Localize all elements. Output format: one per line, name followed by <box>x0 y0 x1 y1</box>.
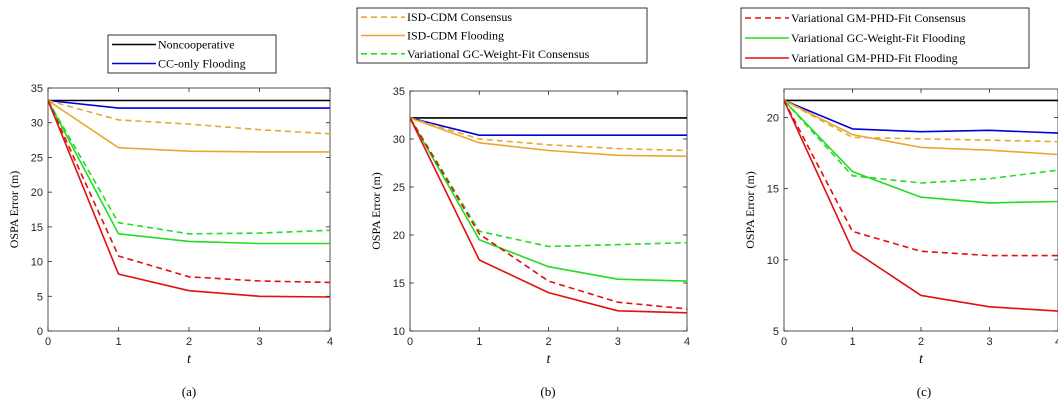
series-line-variational-gc-weight-fit-consensus <box>48 100 330 235</box>
series-line-isd-cdm-consensus <box>48 99 330 135</box>
panel-caption: (b) <box>540 384 555 399</box>
legend-entry-variational-gc-weight-fit-flooding: Variational GC-Weight-Fit Flooding <box>791 31 965 45</box>
series-line-variational-gc-weight-fit-flooding <box>784 99 1058 204</box>
series-line-cc-only-flooding <box>784 99 1058 134</box>
series-line-isd-cdm-flooding <box>784 99 1058 156</box>
series-line-variational-gm-phd-fit-flooding <box>784 100 1058 312</box>
y-tick-label: 10 <box>393 326 405 338</box>
chart-panel-2: 10 15 20 25 30 35 0 1 2 3 4 t OSPA Error (m) ISD-CDM … <box>356 7 690 399</box>
y-tick-label: 15 <box>31 222 43 234</box>
y-tick-label: 20 <box>393 230 405 242</box>
series-line-variational-gm-phd-fit-consensus <box>410 117 687 310</box>
series-line-variational-gc-weight-fit-consensus <box>784 99 1058 184</box>
series-line-variational-gm-phd-fit-flooding <box>48 100 330 298</box>
series-line-variational-gm-phd-fit-consensus <box>784 100 1058 257</box>
y-tick-label: 5 <box>37 291 43 303</box>
legend-entry-variational-gm-phd-fit-consensus: Variational GM-PHD-Fit Consensus <box>791 11 966 25</box>
y-tick-label: 10 <box>31 257 43 269</box>
y-tick-label: 25 <box>31 152 43 164</box>
series-line-isd-cdm-consensus <box>784 99 1058 143</box>
x-axis-label: t <box>187 352 192 367</box>
x-tick-label: 3 <box>986 336 992 348</box>
y-tick-label: 20 <box>767 112 779 124</box>
y-axis-label: OSPA Error (m) <box>369 172 383 250</box>
x-tick-label: 0 <box>407 336 413 348</box>
y-tick-label: 35 <box>393 86 405 98</box>
x-tick-label: 4 <box>327 336 333 348</box>
x-tick-label: 4 <box>1055 336 1058 348</box>
plot-frame <box>409 90 688 332</box>
x-axis-label: t <box>547 352 552 367</box>
series-line-variational-gm-phd-fit-flooding <box>410 117 687 314</box>
x-tick-label: 1 <box>115 336 121 348</box>
y-axis-label: OSPA Error (m) <box>7 171 21 249</box>
series-line-cc-only-flooding <box>48 99 330 109</box>
x-tick-label: 2 <box>545 336 551 348</box>
y-tick-label: 30 <box>31 118 43 130</box>
y-tick-label: 0 <box>37 326 43 338</box>
y-axis-label: OSPA Error (m) <box>743 171 757 249</box>
x-tick-label: 1 <box>476 336 482 348</box>
legend-entry-isd-cdm-flooding: ISD-CDM Flooding <box>407 29 504 43</box>
x-tick-label: 3 <box>256 336 262 348</box>
chart-panel-1: 0 5 10 15 20 25 30 35 0 1 2 3 4 t OSPA Error (m) Noncoo… <box>7 34 333 399</box>
series-line-isd-cdm-flooding <box>410 117 687 158</box>
legend-box <box>356 7 648 64</box>
legend-entry-noncooperative: Noncooperative <box>158 38 235 52</box>
series-group <box>410 117 687 314</box>
x-tick-label: 1 <box>849 336 855 348</box>
y-tick-label: 20 <box>31 187 43 199</box>
series-line-variational-gc-weight-fit-flooding <box>48 100 330 245</box>
legend: Variational GM-PHD-Fit Consensus Variatio… <box>740 7 1030 69</box>
series-line-variational-gc-weight-fit-consensus <box>410 117 687 248</box>
x-tick-label: 4 <box>684 336 690 348</box>
y-tick-label: 10 <box>767 255 779 267</box>
legend: Noncooperative CC-only Flooding <box>107 34 277 74</box>
x-tick-label: 0 <box>45 336 51 348</box>
series-line-isd-cdm-consensus <box>410 117 687 152</box>
y-tick-label: 30 <box>393 134 405 146</box>
x-tick-label: 2 <box>918 336 924 348</box>
legend-entry-variational-gm-phd-fit-flooding: Variational GM-PHD-Fit Flooding <box>791 51 958 65</box>
y-tick-label: 5 <box>773 326 779 338</box>
legend: ISD-CDM Consensus ISD-CDM Flooding Variati… <box>356 7 648 64</box>
x-tick-label: 2 <box>186 336 192 348</box>
x-tick-label: 0 <box>781 336 787 348</box>
y-tick-label: 25 <box>393 182 405 194</box>
legend-entry-variational-gc-weight-fit-consensus: Variational GC-Weight-Fit Consensus <box>407 47 590 61</box>
panel-caption: (c) <box>917 384 931 399</box>
series-line-isd-cdm-flooding <box>48 99 330 153</box>
legend-entry-cc-only-flooding: CC-only Flooding <box>158 57 246 71</box>
y-tick-label: 15 <box>393 278 405 290</box>
series-line-variational-gc-weight-fit-flooding <box>410 117 687 282</box>
y-tick-label: 15 <box>767 184 779 196</box>
legend-box <box>107 34 277 74</box>
chart-panel-3: 5 10 15 20 0 1 2 3 4 t OSPA Error (m) Variational G… <box>740 7 1058 399</box>
series-group <box>48 99 330 298</box>
x-tick-label: 3 <box>615 336 621 348</box>
panel-caption: (a) <box>182 384 196 399</box>
x-axis-label: t <box>919 352 924 367</box>
y-tick-label: 35 <box>31 83 43 95</box>
series-group <box>784 99 1058 312</box>
series-line-cc-only-flooding <box>410 117 687 136</box>
legend-entry-isd-cdm-consensus: ISD-CDM Consensus <box>407 10 512 24</box>
series-line-variational-gm-phd-fit-consensus <box>48 100 330 284</box>
